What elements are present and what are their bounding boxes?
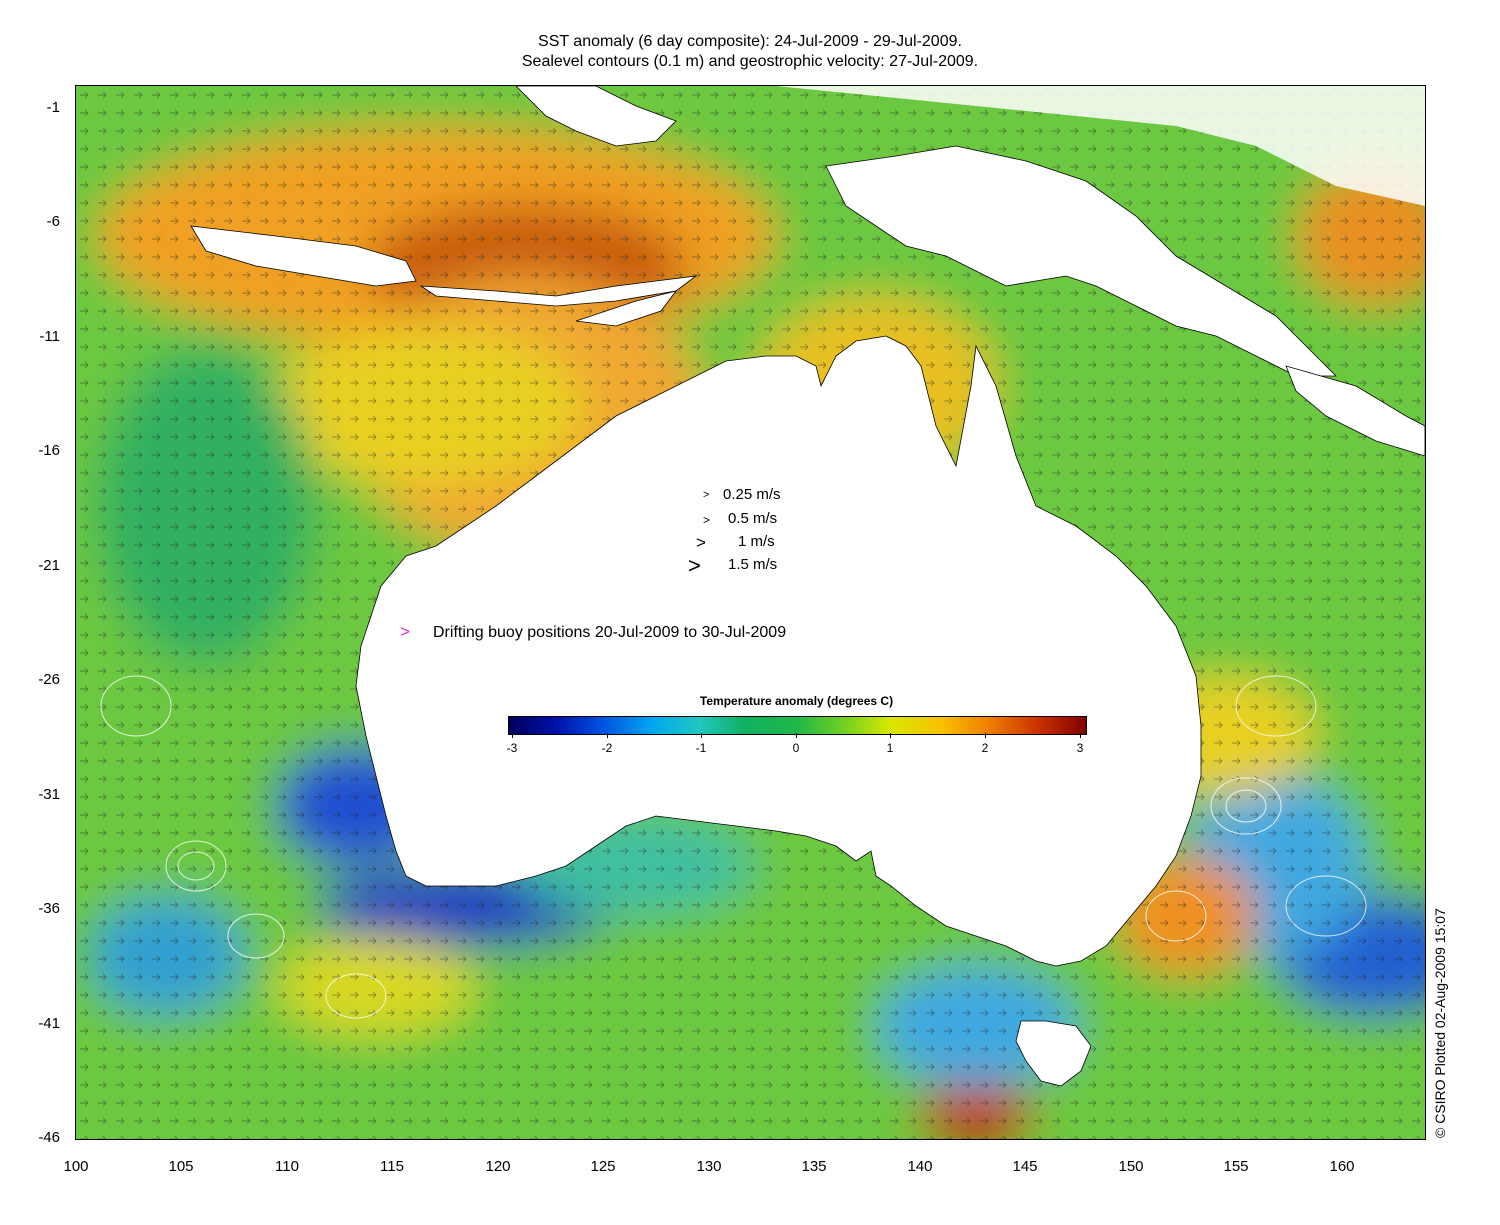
colorbar-tick-mark (1080, 733, 1081, 738)
y-tick-label: -11 (39, 328, 60, 345)
colorbar-tick-mark (890, 733, 891, 738)
colorbar-tick-label: -3 (506, 741, 518, 755)
y-tick-label: -26 (38, 671, 60, 688)
x-tick-label: 120 (485, 1158, 511, 1175)
landmasses (190, 86, 1425, 1087)
colorbar-tick-mark (985, 733, 986, 738)
x-tick-label: 100 (63, 1158, 89, 1175)
temperature-colorbar (508, 716, 1087, 735)
map-canvas (76, 86, 1425, 1139)
colorbar-tick-label: -1 (695, 741, 707, 755)
velocity-arrow-2: > (696, 533, 706, 552)
sulawesi-land (515, 86, 677, 147)
tasmania-land (1015, 1020, 1092, 1087)
x-tick-label: 130 (696, 1158, 722, 1175)
y-tick-label: -41 (38, 1015, 60, 1032)
colorbar-tick-mark (796, 733, 797, 738)
map-title-line2: Sealevel contours (0.1 m) and geostrophi… (521, 53, 979, 70)
colorbar-tick-label: 2 (981, 741, 989, 755)
x-tick-label: 105 (168, 1158, 194, 1175)
java-land (190, 225, 417, 287)
x-tick-label: 140 (907, 1158, 933, 1175)
velocity-label-3: 1.5 m/s (728, 556, 778, 573)
pacific-islands-land (1285, 365, 1425, 457)
lesser-sunda-land (419, 275, 698, 307)
timor-land (575, 290, 677, 327)
velocity-label-2: 1 m/s (738, 533, 775, 550)
y-tick-label: -31 (38, 786, 60, 803)
velocity-label-0: 0.25 m/s (723, 486, 781, 503)
y-tick-label: -6 (46, 213, 60, 230)
x-tick-label: 155 (1223, 1158, 1249, 1175)
colorbar-tick-mark (607, 733, 608, 738)
velocity-arrow-3: > (688, 553, 701, 578)
sealevel-contours (100, 675, 1367, 1019)
velocity-arrow-1: > (703, 513, 711, 527)
colorbar-tick-mark (512, 733, 513, 738)
colorbar-tick-label: 3 (1076, 741, 1084, 755)
x-tick-label: 115 (380, 1158, 404, 1175)
x-tick-label: 150 (1118, 1158, 1144, 1175)
y-tick-label: -1 (46, 99, 60, 116)
no-data-region (506, 86, 1425, 206)
colorbar-tick-mark (701, 733, 702, 738)
x-tick-label: 125 (590, 1158, 616, 1175)
y-tick-label: -16 (38, 442, 60, 459)
csiro-credit: © CSIRO Plotted 02-Aug-2009 15:07 (1432, 908, 1448, 1138)
y-tick-label: -46 (38, 1129, 60, 1146)
x-tick-label: 145 (1012, 1158, 1038, 1175)
y-tick-label: -36 (38, 900, 60, 917)
australia-land (355, 335, 1202, 967)
new-guinea-land (825, 145, 1337, 377)
x-tick-label: 110 (275, 1158, 299, 1175)
velocity-arrow-0: > (703, 489, 710, 501)
buoy-marker-icon: > (400, 622, 410, 641)
colorbar-title: Temperature anomaly (degrees C) (699, 694, 894, 708)
velocity-label-1: 0.5 m/s (728, 510, 778, 527)
colorbar-tick-label: 0 (792, 741, 800, 755)
colorbar-tick-label: 1 (886, 741, 894, 755)
buoy-legend-label: Drifting buoy positions 20-Jul-2009 to 3… (433, 624, 787, 641)
sst-anomaly-map (75, 85, 1426, 1140)
x-tick-label: 160 (1329, 1158, 1355, 1175)
map-title-line1: SST anomaly (6 day composite): 24-Jul-20… (538, 33, 962, 50)
colorbar-tick-label: -2 (601, 741, 613, 755)
x-tick-label: 135 (801, 1158, 827, 1175)
y-tick-label: -21 (38, 557, 60, 574)
